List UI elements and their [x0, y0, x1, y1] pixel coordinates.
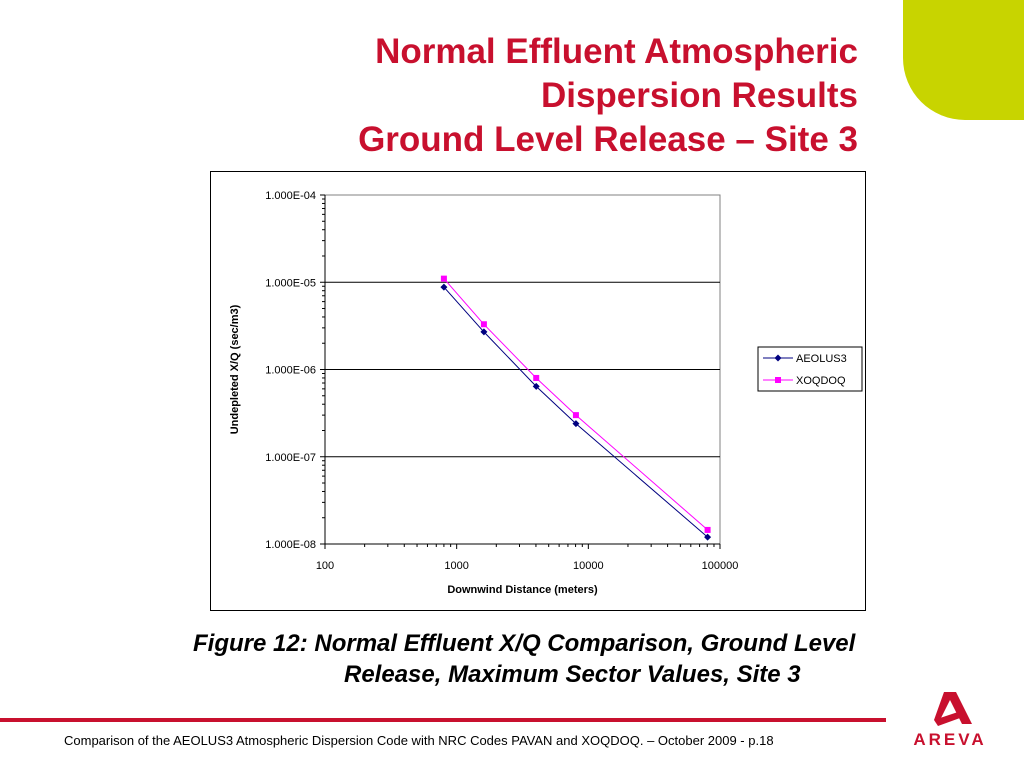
x-tick-label: 10000 [573, 560, 604, 572]
y-tick-label: 1.000E-07 [265, 452, 316, 464]
x-axis-title: Downwind Distance (meters) [447, 584, 598, 596]
areva-logo-icon [934, 692, 972, 726]
legend-marker-aeolus3 [774, 354, 782, 362]
legend-box [757, 346, 863, 392]
data-point-aeolus3 [440, 283, 448, 291]
y-tick-label: 1.000E-04 [265, 190, 316, 202]
title-line-3: Ground Level Release – Site 3 [358, 120, 858, 159]
caption-line-2: Release, Maximum Sector Values, Site 3 [344, 661, 801, 688]
data-point-xoqdoq [480, 321, 487, 328]
chart-frame: 1.000E-08 1.000E-07 1.000E-06 1.000E-05 1.00… [210, 171, 866, 611]
data-point-xoqdoq [704, 526, 711, 533]
x-tick-label: 100 [316, 560, 334, 572]
legend: AEOLUS3 XOQDOQ [757, 346, 863, 392]
logo-wordmark: AREVA [913, 730, 987, 749]
footer-text: Comparison of the AEOLUS3 Atmospheric Di… [64, 733, 774, 748]
data-point-aeolus3 [532, 382, 540, 390]
data-point-aeolus3 [704, 533, 712, 541]
figure-caption: Figure 12: Normal Effluent X/Q Compariso… [193, 628, 855, 690]
title-line-1: Normal Effluent Atmospheric [375, 32, 858, 71]
y-tick-label: 1.000E-05 [265, 277, 316, 289]
data-point-xoqdoq [572, 412, 579, 419]
x-tick-label: 100000 [702, 560, 739, 572]
dispersion-chart: 1.000E-08 1.000E-07 1.000E-06 1.000E-05 1.00… [229, 190, 863, 596]
legend-label-xoqdoq: XOQDOQ [796, 375, 846, 387]
y-tick-label: 1.000E-08 [265, 539, 316, 551]
title-line-2: Dispersion Results [540, 76, 858, 115]
areva-logo: AREVA [900, 684, 1000, 754]
legend-marker-xoqdoq [775, 377, 781, 383]
footer-divider [0, 718, 886, 722]
decorative-leaf-shape [903, 0, 1024, 120]
series-layer [440, 275, 712, 541]
legend-label-aeolus3: AEOLUS3 [796, 353, 847, 365]
caption-line-1: Figure 12: Normal Effluent X/Q Compariso… [193, 630, 856, 657]
data-point-xoqdoq [533, 374, 540, 381]
y-axis-title: Undepleted X/Q (sec/m3) [229, 304, 241, 434]
slide-title: Normal Effluent Atmospheric Dispersion R… [358, 30, 858, 162]
grid-lines [325, 281, 720, 458]
data-point-aeolus3 [572, 420, 580, 428]
x-tick-label: 1000 [444, 560, 468, 572]
data-point-xoqdoq [440, 275, 447, 282]
y-tick-label: 1.000E-06 [265, 365, 316, 377]
axes: 1.000E-08 1.000E-07 1.000E-06 1.000E-05 1.00… [265, 190, 738, 572]
data-point-aeolus3 [480, 328, 488, 336]
